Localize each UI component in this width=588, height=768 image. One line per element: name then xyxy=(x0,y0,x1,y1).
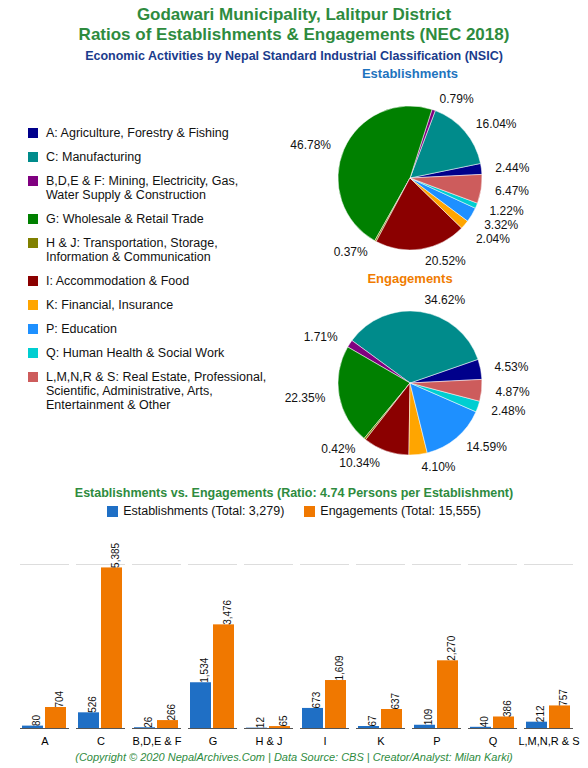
svg-text:B,D,E & F: B,D,E & F xyxy=(133,735,182,747)
svg-text:65: 65 xyxy=(278,715,289,727)
svg-text:109: 109 xyxy=(423,708,434,725)
svg-text:26: 26 xyxy=(143,716,154,728)
svg-text:K: K xyxy=(377,735,385,747)
html-text:A: Agriculture, Forestry & Fis: A: Agriculture, Forestry & Fishing xyxy=(46,126,229,140)
svg-text:10.34%: 10.34% xyxy=(339,456,380,470)
html-text:L,M,N,R & S: Real Estate, Prof: L,M,N,R & S: Real Estate, Professional, … xyxy=(46,370,267,412)
svg-text:40: 40 xyxy=(479,716,490,728)
svg-text:Engagements: Engagements xyxy=(367,271,452,286)
html-text:H & J: Transportation, Storage: H & J: Transportation, Storage, Informat… xyxy=(46,236,218,264)
html-text:(Copyright © 2020 NepalArchive: (Copyright © 2020 NepalArchives.Com | Da… xyxy=(75,751,513,763)
svg-text:637: 637 xyxy=(390,692,401,709)
html-text:I: Accommodation & Food: I: Accommodation & Food xyxy=(46,274,190,288)
html-text:B,D,E & F: Mining, Electricity: B,D,E & F: Mining, Electricity, Gas, Wat… xyxy=(46,174,239,202)
html-text:Engagements (Total: 15,555): Engagements (Total: 15,555) xyxy=(320,504,481,518)
svg-text:Establishments: Establishments xyxy=(362,66,458,81)
html-text:Establishments vs. Engagements: Establishments vs. Engagements (Ratio: 4… xyxy=(74,486,514,500)
svg-text:757: 757 xyxy=(558,689,569,706)
html-text:G: Wholesale & Retail Trade: G: Wholesale & Retail Trade xyxy=(46,212,204,226)
svg-text:1.22%: 1.22% xyxy=(490,204,524,218)
svg-text:14.59%: 14.59% xyxy=(466,440,507,454)
svg-text:Q: Q xyxy=(489,735,498,747)
html-text:Godawari Municipality, Lalitpu: Godawari Municipality, Lalitpur District… xyxy=(78,5,510,44)
svg-text:A: A xyxy=(41,735,49,747)
svg-text:C: C xyxy=(97,735,105,747)
svg-text:2,270: 2,270 xyxy=(446,635,457,660)
svg-text:I: I xyxy=(323,735,326,747)
html-text:Economic Activities by Nepal S: Economic Activities by Nepal Standard In… xyxy=(85,49,503,63)
svg-text:266: 266 xyxy=(166,703,177,720)
svg-text:3.32%: 3.32% xyxy=(484,218,518,232)
svg-text:1,609: 1,609 xyxy=(334,655,345,680)
svg-text:673: 673 xyxy=(311,691,322,708)
svg-text:4.10%: 4.10% xyxy=(422,460,456,474)
svg-text:G: G xyxy=(209,735,218,747)
svg-text:4.87%: 4.87% xyxy=(496,385,530,399)
svg-text:526: 526 xyxy=(87,696,98,713)
svg-text:20.52%: 20.52% xyxy=(425,254,466,268)
svg-text:80: 80 xyxy=(31,715,42,727)
svg-text:212: 212 xyxy=(535,705,546,722)
svg-text:0.37%: 0.37% xyxy=(334,245,368,259)
svg-text:12: 12 xyxy=(255,717,266,729)
svg-text:2.04%: 2.04% xyxy=(476,232,510,246)
svg-text:L,M,N,R & S: L,M,N,R & S xyxy=(518,735,579,747)
svg-text:2.48%: 2.48% xyxy=(491,404,525,418)
svg-text:2.44%: 2.44% xyxy=(495,161,529,175)
svg-text:0.42%: 0.42% xyxy=(321,442,355,456)
html-text:Establishments (Total: 3,279): Establishments (Total: 3,279) xyxy=(123,504,285,518)
svg-text:6.47%: 6.47% xyxy=(495,184,529,198)
svg-text:704: 704 xyxy=(54,690,65,707)
svg-text:3,476: 3,476 xyxy=(222,599,233,624)
svg-text:1,534: 1,534 xyxy=(199,657,210,682)
svg-text:67: 67 xyxy=(367,715,378,727)
svg-text:46.78%: 46.78% xyxy=(290,138,331,152)
svg-text:1.71%: 1.71% xyxy=(304,330,338,344)
html-text:Q: Human Health & Social Work: Q: Human Health & Social Work xyxy=(46,346,225,360)
html-text:C: Manufacturing: C: Manufacturing xyxy=(46,150,142,164)
html-text:P: Education: P: Education xyxy=(46,322,117,336)
svg-text:22.35%: 22.35% xyxy=(285,391,326,405)
svg-text:P: P xyxy=(433,735,440,747)
svg-text:4.53%: 4.53% xyxy=(494,360,528,374)
svg-text:0.79%: 0.79% xyxy=(440,92,474,106)
svg-text:5,385: 5,385 xyxy=(110,542,121,567)
svg-text:H & J: H & J xyxy=(256,735,283,747)
svg-text:386: 386 xyxy=(502,700,513,717)
html-text:K: Financial, Insurance: K: Financial, Insurance xyxy=(46,298,174,312)
svg-text:16.04%: 16.04% xyxy=(476,117,517,131)
svg-text:34.62%: 34.62% xyxy=(424,293,465,307)
